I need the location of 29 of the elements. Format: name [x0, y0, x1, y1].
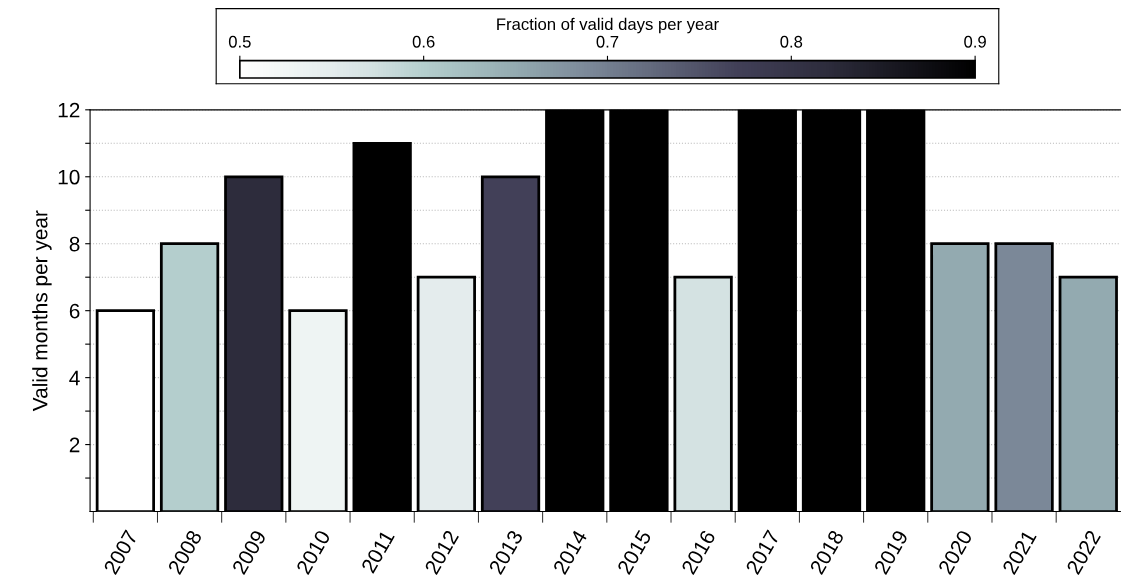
- bar: [673, 275, 733, 512]
- bar: [1058, 275, 1118, 512]
- bar: [930, 242, 990, 512]
- y-tick-label: 8: [69, 236, 80, 252]
- color-bar-label: 0.8: [780, 35, 803, 48]
- y-tick-label: 6: [69, 303, 80, 319]
- bar: [801, 109, 862, 512]
- bar: [352, 141, 412, 512]
- bar: [480, 175, 541, 512]
- bar: [224, 175, 284, 512]
- bar: [545, 109, 605, 512]
- bar: [288, 309, 348, 512]
- color-bar-label: 0.7: [596, 35, 619, 48]
- y-tick-label: 10: [58, 169, 80, 185]
- y-axis-title: Valid months per year: [32, 210, 52, 412]
- bar: [994, 242, 1054, 512]
- bar: [95, 309, 156, 512]
- color-bar-label: 0.9: [964, 35, 986, 48]
- y-tick-label: 12: [58, 102, 80, 118]
- bar: [159, 242, 220, 512]
- y-tick-label: 4: [69, 370, 80, 386]
- color-bar-title: Fraction of valid days per year: [497, 17, 719, 34]
- bar: [416, 275, 476, 512]
- bar: [737, 109, 797, 512]
- y-tick-label: 2: [69, 437, 80, 453]
- bar: [609, 109, 669, 512]
- bar: [866, 109, 926, 512]
- color-bar-label: 0.6: [412, 35, 435, 48]
- color-bar-label: 0.5: [228, 35, 251, 48]
